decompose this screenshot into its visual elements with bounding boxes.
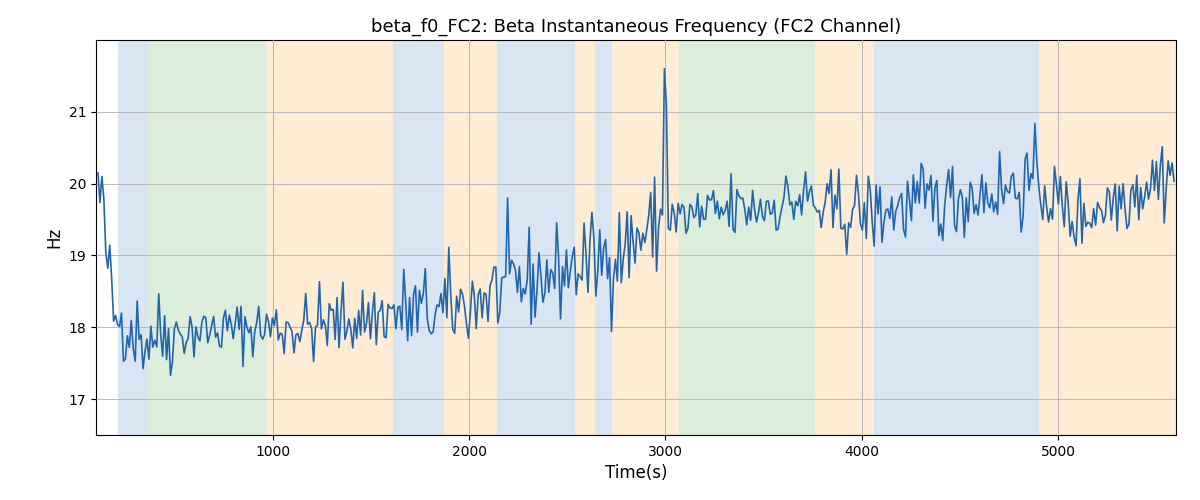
- X-axis label: Time(s): Time(s): [605, 464, 667, 482]
- Bar: [815, 40, 874, 435]
- Bar: [392, 40, 444, 435]
- Bar: [679, 40, 815, 435]
- Title: beta_f0_FC2: Beta Instantaneous Frequency (FC2 Channel): beta_f0_FC2: Beta Instantaneous Frequenc…: [371, 18, 901, 36]
- Bar: [874, 40, 1038, 435]
- Bar: [595, 40, 612, 435]
- Bar: [1038, 40, 1074, 435]
- Bar: [266, 40, 392, 435]
- Bar: [1074, 40, 1176, 435]
- Bar: [612, 40, 679, 435]
- Y-axis label: Hz: Hz: [44, 227, 62, 248]
- Bar: [575, 40, 595, 435]
- Bar: [497, 40, 575, 435]
- Bar: [444, 40, 497, 435]
- Bar: [118, 40, 148, 435]
- Bar: [148, 40, 266, 435]
